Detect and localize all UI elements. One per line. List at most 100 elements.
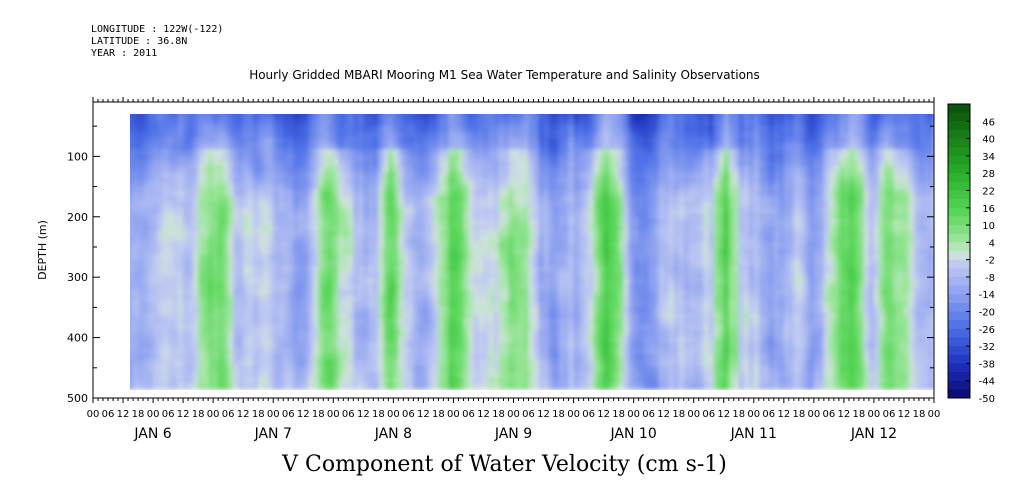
heatmap-cell: [278, 178, 285, 185]
heatmap-cell: [713, 271, 720, 279]
heatmap-cell: [213, 119, 219, 127]
heatmap-cell: [608, 195, 615, 203]
heatmap-cell: [788, 166, 795, 174]
heatmap-cell: [773, 236, 780, 244]
heatmap-cell: [493, 213, 500, 221]
heatmap-cell: [668, 195, 675, 203]
heatmap-cell: [813, 271, 820, 279]
heatmap-cell: [388, 114, 395, 115]
heatmap-cell: [768, 137, 775, 144]
heatmap-cell: [683, 254, 690, 261]
heatmap-cell: [838, 154, 845, 162]
heatmap-cell: [888, 225, 895, 232]
heatmap-cell: [648, 154, 655, 162]
heatmap-cell: [593, 154, 600, 162]
heatmap-cell: [803, 125, 810, 133]
heatmap-cell: [458, 230, 465, 238]
heatmap-cell: [758, 149, 765, 156]
heatmap-cell: [643, 184, 650, 191]
heatmap-cell: [453, 160, 460, 168]
heatmap-cell: [613, 160, 620, 168]
heatmap-cell: [228, 131, 234, 139]
heatmap-cell: [623, 189, 630, 197]
heatmap-cell: [528, 260, 535, 267]
heatmap-cell: [293, 242, 300, 250]
heatmap-cell: [303, 125, 310, 133]
heatmap-cell: [683, 195, 690, 203]
heatmap-cell: [803, 219, 810, 226]
heatmap-cell: [523, 166, 530, 174]
heatmap-cell: [553, 207, 560, 215]
heatmap-cell: [173, 154, 179, 162]
heatmap-cell: [843, 254, 850, 261]
heatmap-cell: [488, 201, 495, 209]
heatmap-cell: [273, 236, 280, 244]
heatmap-cell: [783, 260, 790, 267]
heatmap-cell: [143, 271, 149, 279]
heatmap-cell: [158, 213, 164, 221]
heatmap-cell: [393, 283, 400, 291]
heatmap-cell: [273, 283, 280, 291]
heatmap-cell: [298, 172, 305, 180]
heatmap-cell: [623, 225, 630, 232]
heatmap-cell: [233, 131, 239, 139]
heatmap-cell: [763, 166, 770, 174]
heatmap-cell: [313, 225, 320, 232]
heatmap-cell: [223, 213, 229, 221]
heatmap-cell: [713, 143, 720, 150]
heatmap-cell: [153, 149, 159, 156]
heatmap-cell: [548, 266, 555, 273]
heatmap-cell: [573, 201, 580, 209]
heatmap-cell: [383, 119, 390, 127]
heatmap-cell: [168, 125, 174, 133]
heatmap-cell: [188, 260, 194, 267]
heatmap-cell: [163, 277, 169, 285]
heatmap-cell: [788, 131, 795, 139]
heatmap-cell: [323, 189, 330, 197]
heatmap-cell: [468, 189, 475, 197]
heatmap-cell: [498, 160, 505, 168]
heatmap-cell: [828, 137, 835, 144]
heatmap-cell: [618, 201, 625, 209]
heatmap-cell: [173, 166, 179, 174]
heatmap-cell: [158, 207, 164, 215]
heatmap-cell: [813, 248, 820, 256]
heatmap-cell: [693, 114, 700, 121]
heatmap-cell: [233, 154, 239, 162]
heatmap-cell: [663, 201, 670, 209]
heatmap-cell: [728, 149, 735, 156]
heatmap-cell: [193, 184, 199, 191]
heatmap-cell: [543, 230, 550, 238]
heatmap-cell: [443, 154, 450, 162]
heatmap-cell: [258, 189, 265, 197]
heatmap-cell: [278, 114, 285, 121]
heatmap-cell: [843, 114, 850, 115]
heatmap-cell: [288, 195, 295, 203]
heatmap-cell: [758, 172, 765, 180]
heatmap-cell: [378, 149, 385, 156]
heatmap-cell: [348, 225, 355, 232]
heatmap-cell: [418, 254, 425, 261]
heatmap-cell: [438, 184, 445, 191]
heatmap-cell: [718, 114, 725, 115]
heatmap-cell: [158, 248, 164, 256]
heatmap-cell: [618, 172, 625, 180]
heatmap-cell: [463, 283, 470, 291]
heatmap-cell: [923, 131, 930, 139]
heatmap-cell: [148, 137, 154, 144]
heatmap-cell: [603, 242, 610, 250]
heatmap-cell: [648, 277, 655, 285]
heatmap-cell: [543, 201, 550, 209]
heatmap-cell: [638, 114, 645, 115]
heatmap-cell: [473, 131, 480, 139]
heatmap-cell: [653, 225, 660, 232]
heatmap-cell: [363, 225, 370, 232]
heatmap-cell: [238, 114, 244, 115]
heatmap-cell: [573, 248, 580, 256]
heatmap-cell: [373, 184, 380, 191]
heatmap-cell: [713, 254, 720, 261]
heatmap-cell: [398, 195, 405, 203]
heatmap-cell: [223, 172, 229, 180]
heatmap-cell: [708, 172, 715, 180]
heatmap-cell: [768, 149, 775, 156]
